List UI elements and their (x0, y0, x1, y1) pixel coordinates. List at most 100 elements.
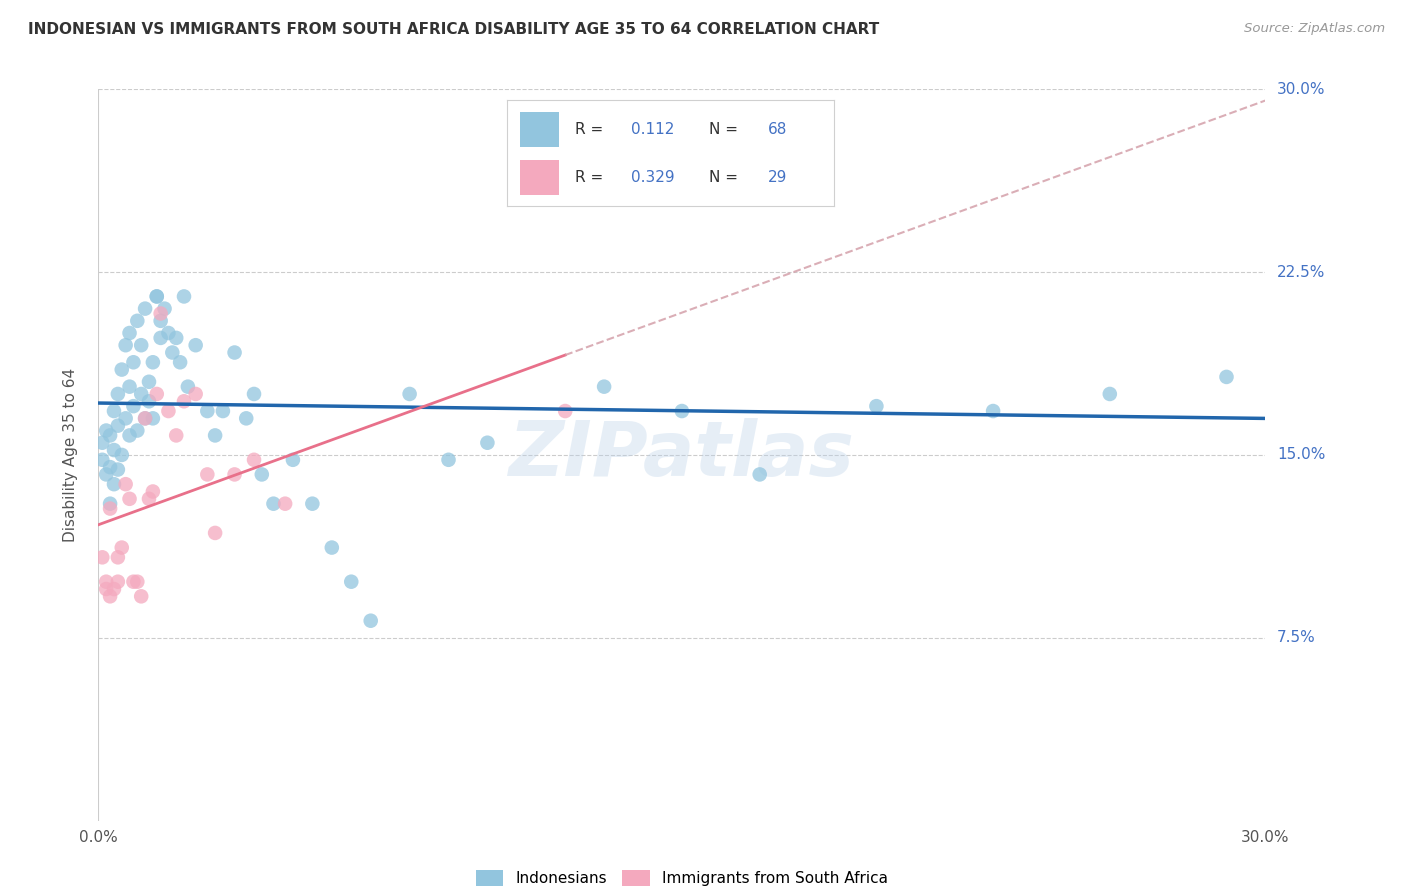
Point (250, 467, 273, 482)
Point (153, 301, 176, 316)
Point (122, 574, 145, 589)
Point (301, 497, 323, 511)
Point (134, 411, 156, 425)
Point (437, 452, 460, 467)
Point (91, 550, 114, 565)
Point (142, 484, 165, 499)
Point (114, 411, 136, 425)
Point (129, 338, 152, 352)
Point (204, 428, 226, 442)
Point (103, 582, 125, 596)
Point (274, 497, 297, 511)
Point (157, 404, 180, 418)
Point (173, 394, 195, 409)
Point (162, 345, 184, 359)
Point (165, 428, 187, 442)
Text: Source: ZipAtlas.com: Source: ZipAtlas.com (1244, 22, 1385, 36)
Point (118, 379, 141, 393)
Point (593, 379, 616, 393)
Point (748, 467, 770, 482)
Point (281, 452, 304, 467)
Point (111, 362, 134, 376)
Point (134, 411, 156, 425)
Point (212, 404, 235, 418)
Point (114, 338, 136, 352)
Point (177, 379, 200, 393)
Point (118, 326, 141, 340)
Text: 22.5%: 22.5% (1277, 265, 1326, 279)
Point (340, 574, 363, 589)
Point (103, 477, 125, 491)
Point (129, 590, 152, 604)
Point (149, 331, 172, 345)
Point (103, 404, 125, 418)
Point (360, 614, 382, 628)
Point (865, 399, 887, 413)
Point (114, 477, 136, 491)
Point (157, 326, 180, 340)
Point (1098, 387, 1121, 401)
Point (107, 387, 129, 401)
Point (398, 387, 420, 401)
Point (127, 424, 149, 438)
Point (107, 418, 129, 433)
Point (98, 501, 121, 516)
Point (195, 404, 218, 418)
Point (122, 355, 145, 369)
Point (149, 306, 172, 320)
Point (262, 497, 284, 511)
Point (138, 394, 160, 409)
Point (243, 452, 266, 467)
Point (235, 411, 257, 425)
Point (91, 435, 114, 450)
Point (142, 411, 165, 425)
Point (96, 574, 118, 589)
Y-axis label: Disability Age 35 to 64: Disability Age 35 to 64 (63, 368, 77, 542)
Point (107, 462, 129, 476)
Point (96, 582, 118, 596)
Point (127, 314, 149, 328)
Point (184, 387, 207, 401)
Text: 15.0%: 15.0% (1277, 448, 1326, 462)
Point (169, 355, 191, 369)
Point (91, 452, 114, 467)
Point (146, 387, 169, 401)
Legend: Indonesians, Immigrants from South Africa: Indonesians, Immigrants from South Afric… (475, 871, 889, 886)
Point (671, 404, 693, 418)
Point (129, 387, 152, 401)
Point (224, 345, 246, 359)
Point (103, 443, 125, 458)
Point (224, 467, 246, 482)
Text: INDONESIAN VS IMMIGRANTS FROM SOUTH AFRICA DISABILITY AGE 35 TO 64 CORRELATION C: INDONESIAN VS IMMIGRANTS FROM SOUTH AFRI… (28, 22, 879, 37)
Point (111, 448, 134, 462)
Point (98, 460, 121, 475)
Point (477, 435, 499, 450)
Point (146, 289, 169, 303)
Point (195, 467, 218, 482)
Point (98, 497, 121, 511)
Text: 30.0%: 30.0% (1277, 82, 1326, 96)
Point (107, 550, 129, 565)
Point (96, 467, 118, 482)
Point (107, 574, 129, 589)
Point (134, 301, 156, 316)
Text: ZIPatlas: ZIPatlas (509, 418, 855, 491)
Point (138, 375, 160, 389)
Point (184, 338, 207, 352)
Point (138, 491, 160, 506)
Point (142, 355, 165, 369)
Point (149, 314, 172, 328)
Point (98, 428, 121, 442)
Point (204, 525, 226, 540)
Point (1215, 370, 1237, 384)
Point (98, 590, 121, 604)
Point (515, 160, 537, 174)
Text: 7.5%: 7.5% (1277, 631, 1316, 645)
Point (146, 289, 169, 303)
Point (554, 404, 576, 418)
Point (321, 541, 343, 555)
Point (127, 574, 149, 589)
Point (122, 399, 145, 413)
Point (173, 289, 195, 303)
Point (165, 331, 187, 345)
